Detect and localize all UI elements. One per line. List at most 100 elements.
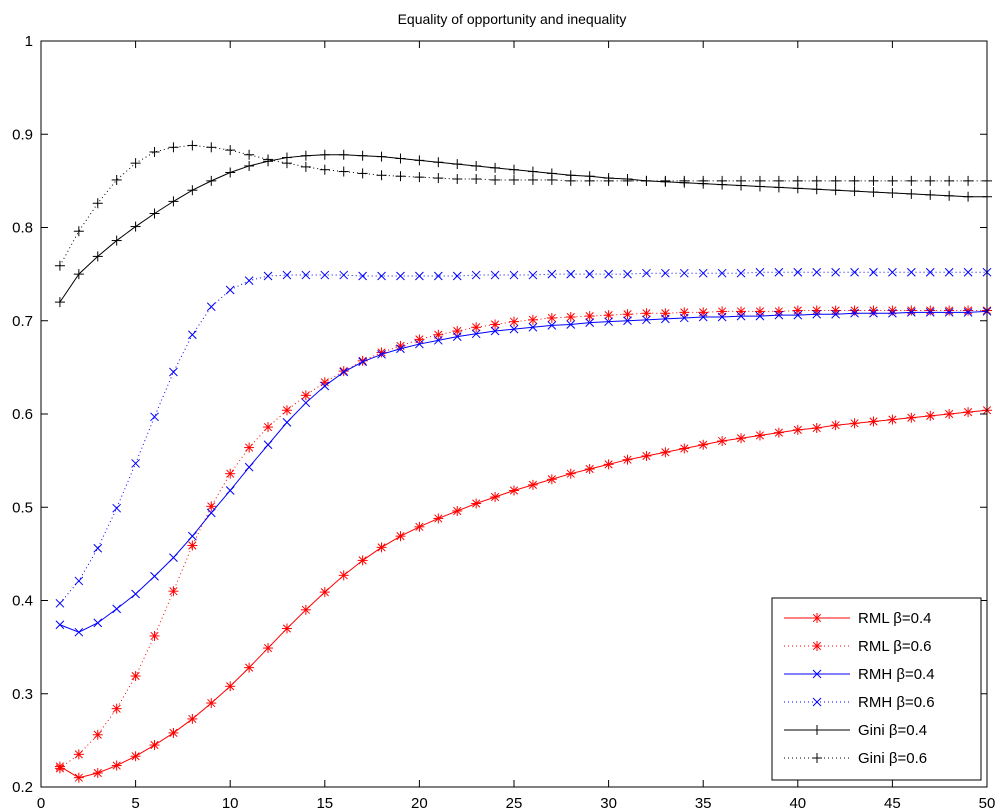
data-point <box>320 270 330 280</box>
data-point <box>868 175 879 186</box>
legend-label: Gini β=0.6 <box>858 750 927 767</box>
data-point <box>925 175 936 186</box>
data-point <box>490 174 501 185</box>
data-point <box>811 422 822 433</box>
data-point <box>244 442 255 453</box>
data-point <box>774 267 784 277</box>
data-point <box>661 268 670 278</box>
data-point <box>584 311 595 322</box>
data-point <box>812 267 822 277</box>
series-line <box>59 154 987 303</box>
data-point <box>452 326 463 337</box>
data-point <box>830 420 841 431</box>
data-point <box>55 598 65 608</box>
data-point <box>566 320 576 329</box>
data-point <box>849 175 860 186</box>
data-point <box>54 297 65 308</box>
data-point <box>830 175 841 186</box>
data-point <box>263 643 274 654</box>
data-point <box>963 305 974 316</box>
data-point <box>471 498 482 509</box>
data-point <box>509 316 519 327</box>
data-point <box>282 418 292 427</box>
data-point <box>679 268 689 278</box>
data-point <box>585 318 595 327</box>
legend-entry: RMH β=0.4 <box>784 666 935 683</box>
data-point <box>282 270 292 280</box>
data-point <box>168 727 179 738</box>
x-tick-label: 10 <box>222 795 239 811</box>
y-tick-label: 1 <box>25 33 33 50</box>
data-point <box>925 267 935 277</box>
data-point <box>452 332 462 341</box>
data-point <box>93 618 103 628</box>
data-point <box>395 153 406 164</box>
data-point <box>963 308 973 317</box>
data-point <box>868 187 879 198</box>
data-point <box>547 269 557 279</box>
data-point <box>357 555 368 566</box>
data-point <box>585 269 595 279</box>
data-point <box>792 424 803 435</box>
x-tick-label: 40 <box>789 795 806 811</box>
data-point <box>225 681 236 692</box>
data-point <box>641 308 652 319</box>
data-point <box>887 187 898 198</box>
data-point <box>869 308 878 318</box>
data-point <box>244 276 254 286</box>
data-point <box>906 412 917 423</box>
data-point <box>187 540 198 551</box>
data-point <box>300 150 311 161</box>
data-point <box>206 698 217 709</box>
data-point <box>206 142 217 153</box>
data-point <box>736 268 746 278</box>
data-point <box>565 175 576 186</box>
data-point <box>131 589 140 599</box>
data-point <box>130 671 141 682</box>
x-tick-label: 35 <box>695 795 712 811</box>
data-point <box>660 308 671 319</box>
data-point <box>168 196 179 207</box>
data-point <box>850 267 859 277</box>
data-point <box>603 310 614 321</box>
data-point <box>527 314 538 325</box>
data-point <box>300 390 311 401</box>
data-point <box>604 317 613 327</box>
data-point <box>414 155 425 166</box>
legend-label: RMH β=0.4 <box>858 666 935 683</box>
data-point <box>320 381 330 391</box>
data-point <box>433 513 444 524</box>
data-point <box>717 268 727 278</box>
data-point <box>150 412 159 422</box>
data-point <box>792 305 803 316</box>
data-point <box>169 553 178 562</box>
y-tick-label: 0.9 <box>12 126 33 143</box>
data-point <box>471 322 482 333</box>
data-point <box>471 174 482 185</box>
data-point <box>452 159 463 170</box>
data-point <box>755 267 765 277</box>
data-point <box>736 175 747 186</box>
data-point <box>546 474 557 485</box>
data-point <box>641 450 652 461</box>
data-point <box>93 543 103 553</box>
data-point <box>679 443 690 454</box>
data-point <box>263 154 274 165</box>
data-point <box>774 310 784 320</box>
data-point <box>660 175 671 186</box>
series-2 <box>55 307 992 637</box>
data-point <box>888 267 897 277</box>
legend-entry: RML β=0.6 <box>784 638 932 655</box>
data-point <box>830 185 841 196</box>
data-point <box>149 208 160 219</box>
data-point <box>754 430 765 441</box>
series-4 <box>54 149 992 308</box>
data-point <box>281 623 292 634</box>
data-point <box>301 398 311 408</box>
data-point <box>319 587 330 598</box>
data-point <box>906 267 916 277</box>
data-point <box>944 409 955 419</box>
data-point <box>395 171 406 182</box>
data-point <box>811 175 822 186</box>
